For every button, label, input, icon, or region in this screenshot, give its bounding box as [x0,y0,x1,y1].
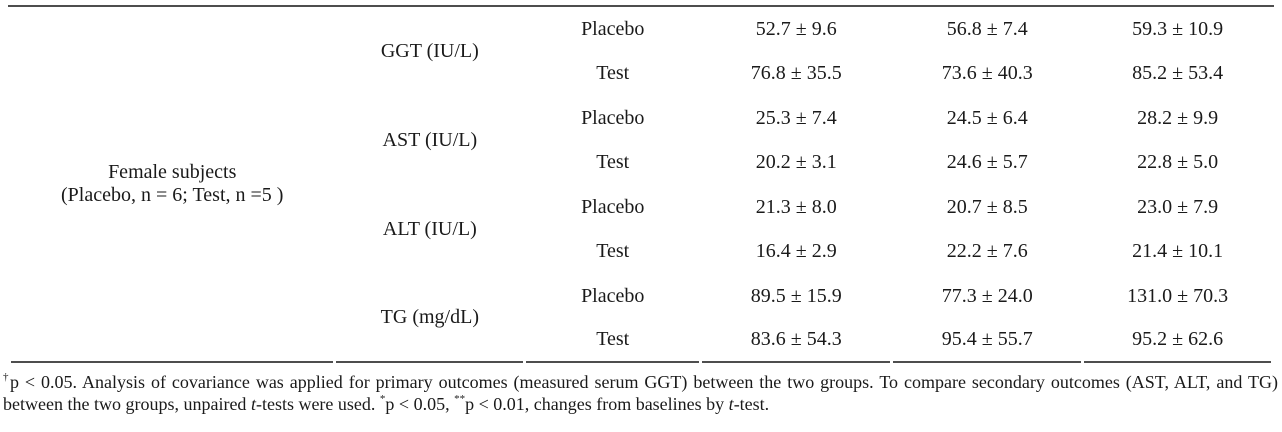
footnote-text: -tests were used. [255,394,380,414]
parameter-cell-ggt: GGT (IU/L) [380,40,479,62]
table-row: Test 83.6 ± 54.3 95.4 ± 55.7 95.2 ± 62.6 [11,319,1271,363]
value-cell: 131.0 ± 70.3 [1127,284,1229,307]
group-cell: Test [596,151,630,174]
group-cell: Placebo [581,106,645,129]
value-cell: 22.2 ± 7.6 [946,240,1028,263]
value-cell: 16.4 ± 2.9 [755,240,837,263]
value-cell: 23.0 ± 7.9 [1137,195,1219,218]
group-cell: Placebo [581,195,645,218]
parameter-cell-alt: ALT (IU/L) [382,218,477,240]
footnote-italic-t: t [728,394,734,414]
value-cell: 20.2 ± 3.1 [755,151,837,174]
value-cell: 95.2 ± 62.6 [1084,319,1271,363]
value-cell: 21.3 ± 8.0 [755,195,837,218]
value-cell: 56.8 ± 7.4 [946,17,1028,40]
subject-group-counts: (Placebo, n = 6; Test, n =5 ) [61,184,284,206]
value-cell: 20.7 ± 8.5 [946,195,1028,218]
value-cell: 24.6 ± 5.7 [946,151,1028,174]
single-asterisk-symbol: * [379,393,386,405]
value-cell: 95.4 ± 55.7 [893,319,1082,363]
value-cell: 52.7 ± 9.6 [755,17,837,40]
group-cell: Test [596,62,630,85]
table-row: Female subjects (Placebo, n = 6; Test, n… [11,7,1271,363]
table-row: AST (IU/L) Placebo 25.3 ± 7.4 24.5 ± 6.4… [11,96,1271,151]
value-cell: 28.2 ± 9.9 [1137,106,1219,129]
group-cell: Placebo [581,17,645,40]
value-cell: 22.8 ± 5.0 [1137,151,1219,174]
group-cell: Test [596,240,630,263]
value-cell: 21.4 ± 10.1 [1132,240,1224,263]
value-cell: 73.6 ± 40.3 [941,62,1033,85]
table-footnote: †p < 0.05. Analysis of covariance was ap… [3,371,1278,415]
footnote-text: -test. [733,394,770,414]
parameter-cell-ast: AST (IU/L) [382,129,478,151]
value-cell: 77.3 ± 24.0 [941,284,1033,307]
footnote-text: p < 0.01, changes from baselines by [465,394,729,414]
table-row: ALT (IU/L) Placebo 21.3 ± 8.0 20.7 ± 8.5… [11,185,1271,240]
parameter-cell-tg: TG (mg/dL) [336,274,524,363]
table-row: Test 16.4 ± 2.9 22.2 ± 7.6 21.4 ± 10.1 [11,230,1271,275]
value-cell: 76.8 ± 35.5 [750,62,842,85]
footnote-italic-t: t [250,394,256,414]
value-cell: 24.5 ± 6.4 [946,106,1028,129]
value-cell: 59.3 ± 10.9 [1132,17,1224,40]
subject-cell: Female subjects (Placebo, n = 6; Test, n… [11,7,334,363]
table-row: Test 76.8 ± 35.5 73.6 ± 40.3 85.2 ± 53.4 [11,52,1271,97]
group-cell: Placebo [581,284,645,307]
value-cell: 83.6 ± 54.3 [702,319,891,363]
double-asterisk-symbol: ** [454,393,466,405]
footnote-text: p < 0.05, [385,394,455,414]
dagger-symbol: † [3,371,10,383]
value-cell: 89.5 ± 15.9 [750,284,842,307]
table-row: Test 20.2 ± 3.1 24.6 ± 5.7 22.8 ± 5.0 [11,141,1271,186]
footnote-text: p < 0.05. Analysis of covariance was app… [3,372,1278,414]
value-cell: 25.3 ± 7.4 [755,106,837,129]
subject-group-name: Female subjects [108,161,237,183]
value-cell: 85.2 ± 53.4 [1132,62,1224,85]
table-row: TG (mg/dL) Placebo 89.5 ± 15.9 77.3 ± 24… [11,274,1271,363]
group-cell: Test [526,319,700,363]
results-table: Female subjects (Placebo, n = 6; Test, n… [8,5,1274,363]
